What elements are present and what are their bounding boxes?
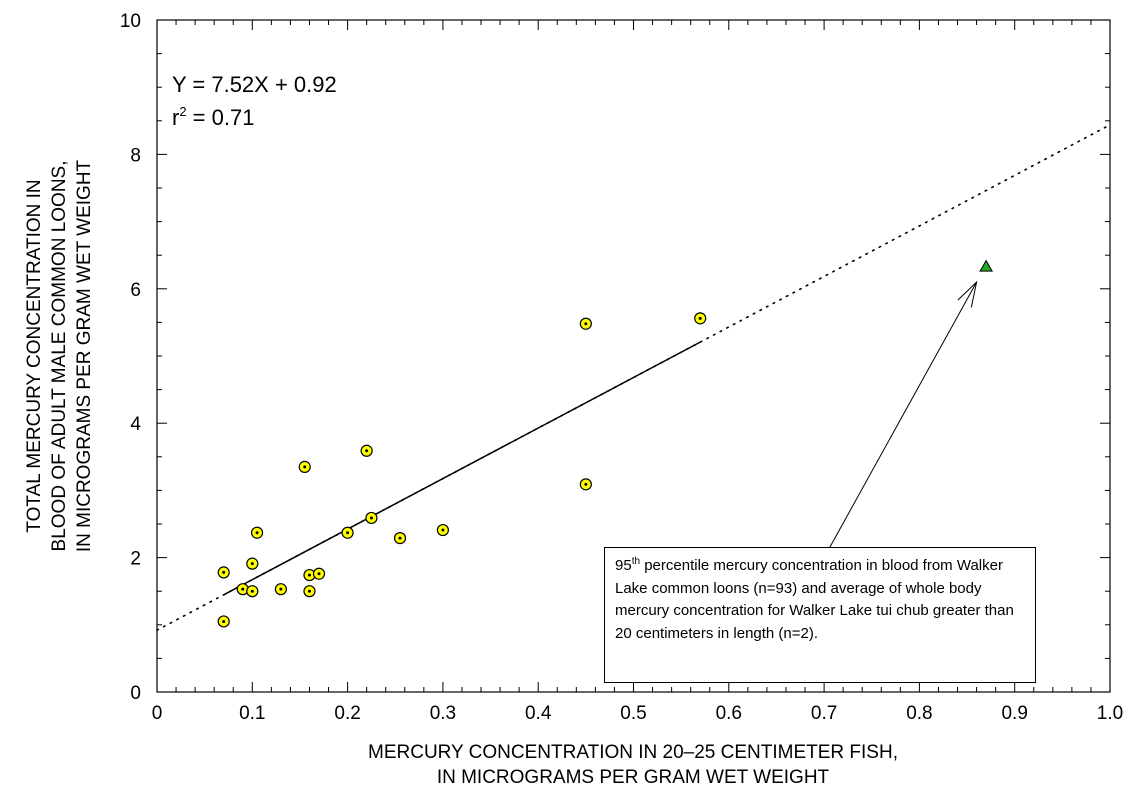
data-point-center <box>279 587 283 591</box>
y-tick-label: 0 <box>130 683 141 704</box>
regression-lines <box>156 124 1111 631</box>
data-point-center <box>250 589 254 593</box>
data-point-center <box>241 587 245 591</box>
callout-percentile: 95 <box>615 557 632 574</box>
data-point-center <box>303 465 307 469</box>
x-tick-label: 0.3 <box>430 703 456 724</box>
regression-line-solid <box>223 341 701 596</box>
x-tick-label: 0.8 <box>906 703 932 724</box>
callout-box: 95th percentile mercury concentration in… <box>604 547 1036 683</box>
x-tick-label: 1.0 <box>1097 703 1123 724</box>
callout-arrow-head <box>957 280 978 308</box>
r2-value: = 0.71 <box>187 105 255 130</box>
axis-ticks <box>156 19 1111 693</box>
x-tick-label: 0.7 <box>811 703 837 724</box>
x-tick-label: 0.4 <box>525 703 552 724</box>
callout-arrow-shaft <box>823 281 978 558</box>
data-point-center <box>365 449 369 453</box>
y-tick-labels: 0 2 4 6 8 10 <box>120 11 142 704</box>
x-tick-label: 0.9 <box>1001 703 1027 724</box>
x-tick-label: 0.1 <box>239 703 265 724</box>
y-tick-label: 6 <box>130 280 141 301</box>
data-point-center <box>307 589 311 593</box>
data-point-center <box>222 619 226 623</box>
data-point-center <box>398 536 402 540</box>
x-tick-labels: 0 0.1 0.2 0.3 0.4 0.5 0.6 0.7 0.8 0.9 1.0 <box>152 703 1124 724</box>
data-point-center <box>346 531 350 535</box>
data-point-center <box>584 322 588 326</box>
data-point-center <box>584 482 588 486</box>
y-axis-title-line1: TOTAL MERCURY CONCENTRATION IN <box>24 179 45 532</box>
data-point-center <box>441 528 445 532</box>
r-squared-label: r2 = 0.71 <box>172 104 254 130</box>
data-point-triangle <box>979 259 993 272</box>
x-tick-label: 0.2 <box>334 703 360 724</box>
x-tick-label: 0.6 <box>716 703 742 724</box>
y-axis-title-line3: IN MICROGRAMS PER GRAM WET WEIGHT <box>74 159 95 552</box>
y-axis-title-line2: BLOOD OF ADULT MALE COMMON LOONS, <box>49 161 70 552</box>
callout-superscript: th <box>631 556 641 567</box>
callout-text: percentile mercury concentration in bloo… <box>615 557 1014 642</box>
y-tick-label: 10 <box>120 11 141 32</box>
data-point-center <box>369 516 373 520</box>
data-points <box>217 259 993 628</box>
y-tick-label: 4 <box>130 414 141 435</box>
y-tick-label: 8 <box>130 145 141 166</box>
x-axis-title-line2: IN MICROGRAMS PER GRAM WET WEIGHT <box>437 767 830 788</box>
data-point-center <box>698 316 702 320</box>
x-tick-label: 0 <box>152 703 163 724</box>
data-point-center <box>255 531 259 535</box>
x-axis-title-line1: MERCURY CONCENTRATION IN 20–25 CENTIMETE… <box>368 742 898 763</box>
data-point-center <box>317 572 321 576</box>
data-point-center <box>222 570 226 574</box>
data-point-center <box>307 573 311 577</box>
r2-superscript: 2 <box>179 104 186 119</box>
r2-letter: r <box>172 105 179 130</box>
x-tick-label: 0.5 <box>620 703 646 724</box>
data-point-center <box>250 562 254 566</box>
equation-label: Y = 7.52X + 0.92 <box>172 72 337 97</box>
callout-arrow <box>823 280 978 558</box>
y-tick-label: 2 <box>130 549 141 570</box>
